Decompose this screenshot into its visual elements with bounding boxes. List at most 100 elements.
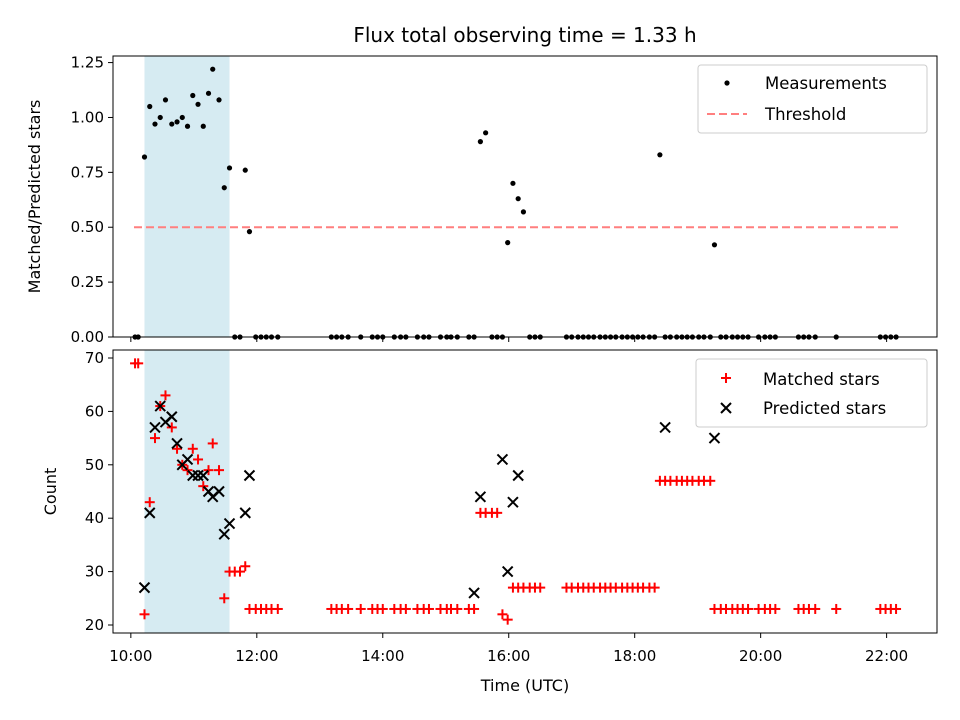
matched-star-point — [649, 582, 660, 593]
matched-star-point — [400, 603, 411, 614]
matched-star-point — [492, 507, 503, 518]
matched-star-point — [469, 603, 480, 614]
predicted-star-point — [218, 528, 230, 540]
cross-b — [154, 400, 166, 412]
cross-b — [144, 507, 156, 519]
matched-star-point — [187, 443, 198, 454]
x-tick-label: 16:00 — [487, 647, 530, 665]
cross-b — [192, 469, 204, 482]
top-y-tick-label: 1.00 — [71, 108, 104, 126]
x-tick-label: 14:00 — [361, 647, 404, 665]
cross-b — [239, 507, 251, 519]
top-panel: Flux total observing time = 1.33 h Match… — [25, 23, 938, 346]
matched-star-point — [144, 497, 155, 508]
predicted-star-point — [496, 453, 509, 466]
bottom-panel: Count Time (UTC) 10:00 12:00 14:00 16:00 18:… — [41, 349, 938, 695]
matched-star-point — [172, 443, 183, 454]
predicted-star-point — [507, 496, 519, 508]
measurement-point — [483, 130, 489, 136]
predicted-star-point — [213, 485, 225, 498]
matched-star-point — [810, 603, 821, 614]
matched-star-point — [535, 582, 546, 593]
cross-b — [243, 469, 256, 482]
bottom-axes-frame — [112, 349, 938, 634]
bottom-highlight-span — [144, 350, 230, 633]
top-y-tick-label: 0.00 — [71, 328, 104, 346]
cross-b — [468, 587, 480, 599]
cross-b — [501, 565, 514, 578]
top-legend: Measurements Threshold — [697, 64, 928, 134]
matched-star-point — [193, 454, 204, 465]
bottom-y-tick-label: 60 — [85, 402, 104, 420]
measurement-point — [515, 196, 521, 202]
cross-b — [507, 496, 519, 508]
matched-star-point — [203, 465, 214, 476]
matched-star-point — [355, 603, 366, 614]
predicted-star-point — [474, 491, 487, 503]
cross-b — [181, 453, 194, 466]
measurement-point — [226, 165, 233, 171]
predicted-star-point — [223, 517, 236, 530]
measurement-point — [216, 97, 222, 103]
top-legend-box — [697, 64, 928, 134]
matched-stars-points — [130, 358, 902, 625]
legend-matched-marker — [721, 373, 731, 383]
measurement-point — [210, 66, 216, 72]
top-axes-frame — [112, 55, 938, 338]
matched-star-point — [139, 609, 150, 620]
cross-b — [138, 581, 151, 594]
top-highlight-span — [144, 56, 230, 337]
matched-star-point — [235, 566, 246, 577]
measurement-point — [141, 154, 148, 160]
predicted-star-point — [138, 581, 151, 594]
legend-predicted-label: Predicted stars — [763, 399, 886, 418]
cross-b — [218, 528, 230, 540]
x-tick-label: 10:00 — [109, 647, 152, 665]
measurement-point — [657, 152, 663, 158]
top-y-tick-label: 1.25 — [71, 54, 104, 72]
measurement-point — [162, 97, 169, 103]
predicted-star-point — [187, 469, 199, 482]
predicted-star-point — [149, 421, 161, 434]
matched-star-point — [891, 603, 902, 614]
predicted-star-point — [144, 507, 156, 519]
top-y-axis-label: Matched/Predicted stars — [25, 100, 44, 294]
cross-b — [223, 517, 236, 530]
predicted-star-point — [154, 400, 166, 412]
measurement-point — [184, 123, 191, 129]
matched-star-point — [497, 609, 508, 620]
legend-cross — [720, 402, 732, 414]
cross-b — [512, 469, 524, 482]
bottom-y-tick-label: 50 — [85, 456, 104, 474]
cross-b — [166, 411, 178, 423]
measurement-point — [200, 123, 206, 129]
legend-matched-label: Matched stars — [763, 370, 880, 389]
bottom-y-ticks: 20 30 40 50 60 70 — [85, 349, 113, 634]
matched-star-point — [343, 603, 354, 614]
matched-star-point — [502, 614, 513, 625]
matched-star-point — [207, 438, 218, 449]
legend-measurements-label: Measurements — [765, 74, 887, 93]
matched-star-point — [166, 422, 177, 433]
measurement-point — [179, 114, 185, 121]
x-tick-label: 18:00 — [613, 647, 656, 665]
top-y-ticks: 0.00 0.25 0.50 0.75 1.00 1.25 — [71, 54, 113, 346]
cross-b — [213, 485, 225, 498]
matched-star-point — [377, 603, 388, 614]
predicted-star-point — [501, 565, 514, 578]
matched-star-point — [423, 603, 434, 614]
matched-star-point — [452, 603, 463, 614]
measurement-point — [169, 121, 175, 127]
x-tick-label: 22:00 — [865, 647, 908, 665]
matched-star-point — [770, 603, 781, 614]
measurement-point — [711, 242, 718, 248]
predicted-star-point — [512, 469, 524, 482]
cross-b — [149, 421, 161, 434]
matched-star-point — [831, 603, 842, 614]
legend-threshold-label: Threshold — [764, 105, 846, 124]
bottom-y-tick-label: 70 — [85, 349, 104, 367]
cross-b — [496, 453, 509, 466]
measurement-point — [520, 209, 527, 215]
predicted-star-point — [197, 469, 209, 482]
matched-star-point — [160, 390, 171, 401]
